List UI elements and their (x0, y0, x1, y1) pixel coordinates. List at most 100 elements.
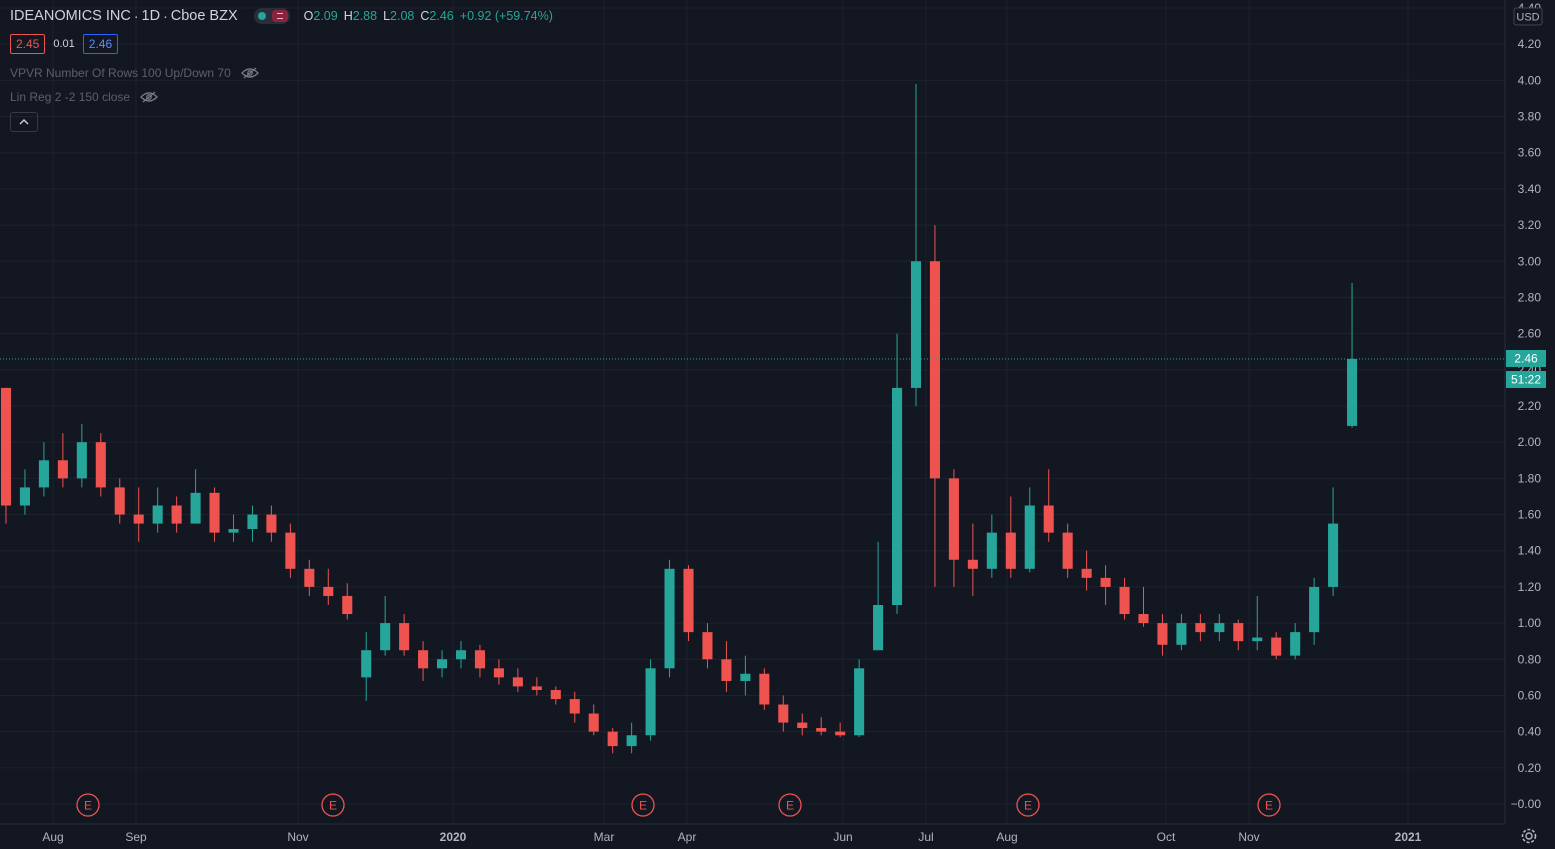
candle-body (797, 722, 808, 729)
candle-body (190, 492, 201, 524)
last-price-value: 2.46 (1514, 352, 1538, 366)
candle-body (474, 650, 485, 669)
time-tick-label: Jun (833, 830, 852, 844)
candle-body (1138, 614, 1149, 624)
earnings-marker[interactable]: E (1016, 793, 1040, 817)
close-label: C (420, 9, 430, 23)
candle-body (1328, 523, 1339, 587)
earnings-marker[interactable]: E (76, 793, 100, 817)
candle-body (0, 387, 12, 506)
candle (929, 225, 940, 587)
price-tick-label: 4.00 (1518, 73, 1542, 87)
candle (1119, 577, 1130, 620)
candle (437, 650, 448, 678)
symbol-legend[interactable]: IDEANOMICS INC · 1D · Cboe BZX O 2.09 H 2.… (10, 8, 559, 24)
candle (1271, 632, 1282, 660)
candle (76, 424, 87, 488)
high-value: 2.88 (352, 9, 378, 23)
eye-off-icon[interactable] (140, 91, 158, 103)
candle (133, 487, 144, 542)
price-tick-label: 1.20 (1518, 580, 1542, 594)
indicator-linreg[interactable]: Lin Reg 2 -2 150 close (10, 90, 158, 104)
candle-body (95, 442, 106, 488)
candle-body (285, 532, 296, 569)
earnings-marker-label: E (786, 799, 794, 813)
time-tick-label: Nov (287, 830, 308, 844)
exchange-label[interactable]: Cboe BZX (170, 8, 238, 24)
bid-price[interactable]: 2.45 (10, 34, 46, 54)
interval-label[interactable]: 1D (141, 8, 161, 24)
currency-label[interactable]: USD (1513, 7, 1543, 26)
candle-body (1290, 632, 1301, 656)
eye-toggle-icon[interactable] (253, 8, 290, 24)
time-tick-label: Apr (678, 830, 697, 844)
change-value: +0.92 (+59.74%) (459, 9, 553, 23)
price-tick-label: 1.40 (1518, 544, 1542, 558)
candle (38, 442, 49, 497)
candle (892, 333, 903, 615)
candle-body (1214, 623, 1225, 633)
candle (816, 717, 827, 736)
price-tick-label: 1.00 (1518, 616, 1542, 630)
candle-body (607, 731, 618, 747)
candle (740, 655, 751, 696)
candle-body (1252, 637, 1263, 642)
price-tick-label: 0.40 (1518, 725, 1542, 739)
candle-body (531, 686, 542, 691)
candle-body (152, 505, 163, 524)
candle-body (342, 595, 353, 615)
candle-body (1043, 505, 1054, 533)
candle (228, 514, 239, 542)
candle-body (1119, 586, 1130, 615)
candle (1252, 595, 1263, 651)
candle (1081, 550, 1092, 591)
candle (1024, 487, 1035, 573)
candle (986, 514, 997, 578)
eye-off-icon[interactable] (240, 67, 259, 79)
candle (1309, 577, 1320, 645)
price-tick-label: 4.20 (1518, 37, 1542, 51)
symbol-name[interactable]: IDEANOMICS INC (10, 8, 131, 24)
ask-price[interactable]: 2.46 (82, 34, 119, 54)
candle-body (1309, 586, 1320, 633)
candle-body (892, 387, 903, 605)
last-price-badge: 2.46 (1506, 350, 1546, 367)
vertical-gridlines (52, 0, 1409, 824)
candle (304, 559, 315, 596)
candle (418, 641, 429, 681)
open-value: 2.09 (313, 9, 338, 23)
candle (361, 632, 372, 701)
earnings-marker[interactable]: E (778, 793, 802, 817)
candle-body (835, 731, 846, 736)
candle-body (228, 529, 239, 533)
time-tick-label: 2020 (440, 830, 467, 844)
candle (152, 487, 163, 533)
candle-body (361, 650, 372, 678)
earnings-marker-label: E (84, 799, 92, 813)
spread-value: 0.01 (53, 38, 75, 50)
earnings-marker[interactable]: E (1257, 793, 1281, 817)
candle (342, 583, 353, 620)
price-tick-label: 2.80 (1518, 290, 1542, 304)
candle (1100, 565, 1111, 605)
indicator-vpvr[interactable]: VPVR Number Of Rows 100 Up/Down 70 (10, 66, 259, 80)
candle (569, 691, 580, 723)
candle-body (247, 514, 258, 530)
time-axis[interactable]: Aug Sep Nov 2020 Mar Apr Jun Jul Aug Oct Nov 2021 (42, 830, 1421, 844)
gear-icon[interactable] (1521, 828, 1537, 844)
earnings-marker[interactable]: E (321, 793, 345, 817)
candle (835, 722, 846, 738)
time-tick-label: Sep (125, 830, 147, 844)
candle-body (266, 514, 277, 533)
candle (266, 505, 277, 542)
candle-body (645, 668, 656, 736)
collapse-legend-button[interactable] (10, 112, 38, 132)
candle (1290, 623, 1301, 660)
candle-body (854, 668, 865, 736)
candle-body (1024, 505, 1035, 569)
candle-body (778, 704, 789, 723)
candle (380, 595, 391, 656)
earnings-marker[interactable]: E (631, 793, 655, 817)
